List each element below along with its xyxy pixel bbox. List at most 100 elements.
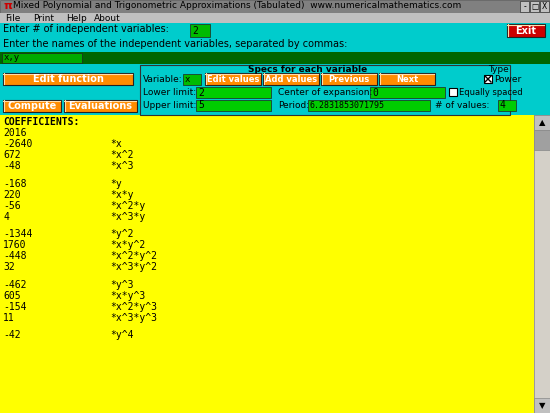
Text: About: About — [94, 14, 121, 23]
Bar — [308, 100, 430, 111]
Bar — [530, 1, 539, 12]
Text: Power: Power — [494, 75, 521, 84]
Text: *x^3*y: *x^3*y — [110, 211, 145, 222]
Text: Edit function: Edit function — [32, 74, 103, 84]
Text: Variable:: Variable: — [143, 75, 183, 84]
Text: Period:: Period: — [278, 101, 309, 110]
Text: Evaluations: Evaluations — [69, 101, 133, 111]
Text: Upper limit:: Upper limit: — [143, 101, 196, 110]
Text: Add values: Add values — [265, 74, 317, 83]
Text: 4: 4 — [500, 100, 506, 111]
Bar — [205, 73, 261, 85]
Text: File: File — [5, 14, 20, 23]
Text: 672: 672 — [3, 150, 21, 160]
Bar — [3, 73, 133, 85]
Text: *y: *y — [110, 178, 122, 189]
Text: *x^2: *x^2 — [110, 150, 134, 160]
Text: 0: 0 — [372, 88, 378, 97]
Text: 5: 5 — [198, 100, 204, 111]
Text: *x^3*y^2: *x^3*y^2 — [110, 262, 157, 272]
Bar — [534, 130, 550, 150]
Text: Enter # of independent variables:: Enter # of independent variables: — [3, 24, 169, 34]
Text: Center of expansion:: Center of expansion: — [278, 88, 372, 97]
Text: Help: Help — [66, 14, 87, 23]
Bar — [507, 24, 545, 37]
Text: □: □ — [531, 2, 538, 11]
Bar — [0, 13, 550, 23]
Bar — [520, 1, 529, 12]
Bar — [140, 65, 510, 115]
Text: Print: Print — [33, 14, 54, 23]
Text: *x*y: *x*y — [110, 190, 134, 199]
Text: x,y: x,y — [4, 54, 20, 62]
Text: *y^2: *y^2 — [110, 229, 134, 239]
Text: ▲: ▲ — [539, 118, 545, 127]
Text: -168: -168 — [3, 178, 26, 189]
Text: 6.2831853071795: 6.2831853071795 — [310, 101, 385, 110]
Text: -48: -48 — [3, 161, 21, 171]
Text: Mixed Polynomial and Trigonometric Approximations (Tabulated)  www.numericalmath: Mixed Polynomial and Trigonometric Appro… — [13, 1, 461, 10]
Text: Equally spaced: Equally spaced — [459, 88, 522, 97]
Text: *x^2*y: *x^2*y — [110, 201, 145, 211]
Bar — [498, 100, 516, 111]
Bar — [3, 100, 61, 112]
Bar — [190, 24, 210, 37]
Bar — [0, 52, 550, 64]
Bar — [64, 100, 137, 112]
Bar — [2, 53, 82, 63]
Text: 4: 4 — [3, 211, 9, 222]
Bar — [196, 100, 271, 111]
Text: 220: 220 — [3, 190, 21, 199]
Bar — [449, 88, 457, 96]
Text: # of values:: # of values: — [435, 101, 490, 110]
Text: 11: 11 — [3, 313, 15, 323]
Text: *x^3*y^3: *x^3*y^3 — [110, 313, 157, 323]
Text: *y^3: *y^3 — [110, 280, 134, 290]
Text: 605: 605 — [3, 291, 21, 301]
Bar — [534, 115, 550, 130]
Text: Specs for each variable: Specs for each variable — [248, 65, 367, 74]
Text: Lower limit:: Lower limit: — [143, 88, 196, 97]
Bar — [0, 115, 534, 413]
Text: *x*y^2: *x*y^2 — [110, 240, 145, 250]
Text: Compute: Compute — [7, 101, 57, 111]
Text: Edit values: Edit values — [207, 74, 259, 83]
Bar — [0, 23, 550, 138]
Text: -154: -154 — [3, 302, 26, 312]
Bar — [263, 73, 319, 85]
Bar — [540, 1, 549, 12]
Text: 2: 2 — [198, 88, 204, 97]
Text: 1760: 1760 — [3, 240, 26, 250]
Text: -: - — [523, 2, 526, 11]
Text: 2: 2 — [192, 26, 198, 36]
Text: -462: -462 — [3, 280, 26, 290]
Text: -2640: -2640 — [3, 139, 32, 149]
Bar — [183, 74, 201, 85]
Bar — [534, 115, 550, 413]
Bar — [484, 75, 492, 83]
Text: Enter the names of the independent variables, separated by commas:: Enter the names of the independent varia… — [3, 39, 348, 49]
Text: *x^2*y^3: *x^2*y^3 — [110, 302, 157, 312]
Text: *y^4: *y^4 — [110, 330, 134, 340]
Text: *x^3: *x^3 — [110, 161, 134, 171]
Bar — [534, 398, 550, 413]
Text: *x*y^3: *x*y^3 — [110, 291, 145, 301]
Text: -56: -56 — [3, 201, 21, 211]
Bar — [196, 87, 271, 98]
Text: -42: -42 — [3, 330, 21, 340]
Text: ▼: ▼ — [539, 401, 545, 410]
Bar — [379, 73, 435, 85]
Text: -448: -448 — [3, 251, 26, 261]
Text: *x^2*y^2: *x^2*y^2 — [110, 251, 157, 261]
Text: X: X — [542, 2, 547, 11]
Text: x: x — [185, 75, 190, 84]
Text: Previous: Previous — [328, 74, 370, 83]
Text: 32: 32 — [3, 262, 15, 272]
Text: 2016: 2016 — [3, 128, 26, 138]
Text: Exit: Exit — [515, 26, 536, 36]
Text: -1344: -1344 — [3, 229, 32, 239]
Text: COEFFICIENTS:: COEFFICIENTS: — [3, 117, 79, 127]
Bar — [370, 87, 445, 98]
Text: π: π — [3, 1, 12, 11]
Text: *x: *x — [110, 139, 122, 149]
